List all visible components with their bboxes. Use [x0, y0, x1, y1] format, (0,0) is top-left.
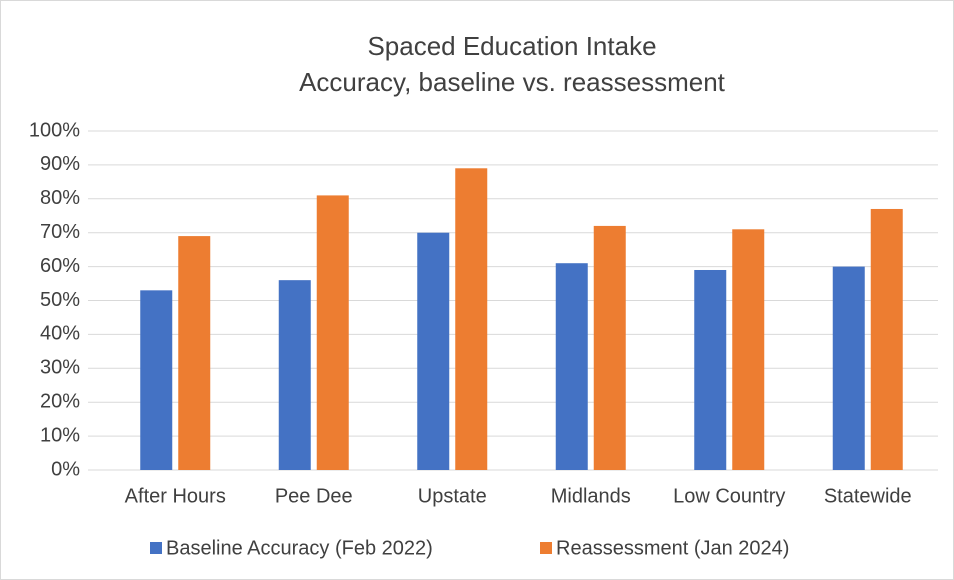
bar [593, 225, 626, 470]
bar [178, 236, 211, 470]
chart-title: Spaced Education Intake [367, 31, 656, 61]
x-tick-label: Statewide [824, 485, 912, 507]
bar [832, 266, 865, 470]
x-tick-label: Upstate [418, 485, 487, 507]
x-tick-label: Midlands [551, 485, 631, 507]
y-tick-label: 0% [51, 458, 80, 480]
legend-label: Reassessment (Jan 2024) [556, 537, 789, 559]
y-tick-label: 30% [40, 357, 80, 379]
bar [140, 290, 173, 470]
bar [455, 168, 488, 471]
y-tick-label: 80% [40, 187, 80, 209]
y-tick-label: 100% [29, 119, 80, 141]
legend-swatch [150, 542, 162, 554]
bar [417, 232, 450, 470]
legend-label: Baseline Accuracy (Feb 2022) [166, 537, 433, 559]
y-tick-label: 50% [40, 289, 80, 311]
bar [870, 208, 903, 470]
y-tick-label: 60% [40, 255, 80, 277]
y-tick-label: 70% [40, 221, 80, 243]
bar [694, 269, 727, 470]
bar [316, 195, 349, 470]
bar [555, 263, 588, 470]
x-tick-label: After Hours [125, 485, 226, 507]
y-tick-label: 40% [40, 323, 80, 345]
x-tick-label: Low Country [673, 485, 785, 507]
y-tick-label: 10% [40, 424, 80, 446]
bar [278, 280, 311, 470]
legend-swatch [540, 542, 552, 554]
y-tick-label: 90% [40, 153, 80, 175]
y-tick-label: 20% [40, 390, 80, 412]
bar [732, 229, 765, 470]
x-tick-label: Pee Dee [275, 485, 353, 507]
chart-subtitle: Accuracy, baseline vs. reassessment [299, 67, 726, 97]
